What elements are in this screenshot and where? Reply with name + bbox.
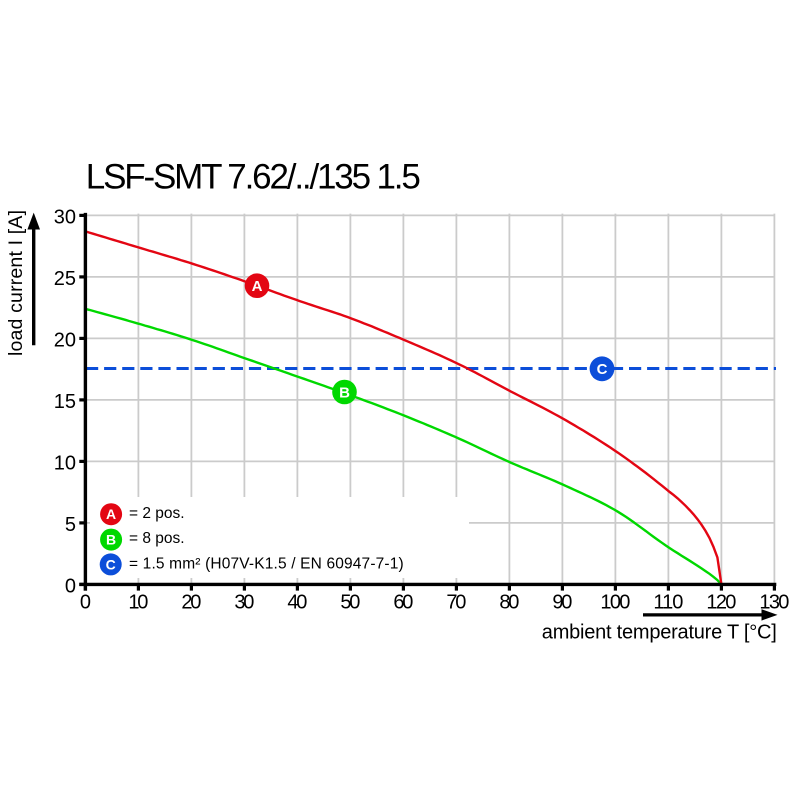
svg-text:5: 5 (65, 514, 76, 536)
svg-text:70: 70 (446, 592, 466, 614)
svg-text:A: A (106, 506, 116, 522)
svg-text:0: 0 (80, 592, 91, 614)
svg-text:LSF-SMT 7.62/../135 1.5: LSF-SMT 7.62/../135 1.5 (86, 157, 421, 196)
svg-text:90: 90 (552, 592, 572, 614)
svg-text:10: 10 (128, 592, 148, 614)
svg-text:50: 50 (340, 592, 360, 614)
svg-text:= 8 pos.: = 8 pos. (129, 530, 185, 547)
svg-text:B: B (339, 384, 350, 401)
svg-text:= 1.5 mm² (H07V-K1.5 / EN 6094: = 1.5 mm² (H07V-K1.5 / EN 60947-7-1) (129, 555, 404, 572)
svg-text:ambient temperature T [°C]: ambient temperature T [°C] (542, 622, 777, 644)
svg-text:C: C (106, 556, 116, 572)
svg-text:C: C (597, 361, 608, 378)
svg-text:120: 120 (706, 592, 736, 614)
svg-text:100: 100 (600, 592, 630, 614)
svg-text:110: 110 (653, 592, 683, 614)
svg-text:20: 20 (181, 592, 201, 614)
svg-text:10: 10 (54, 453, 76, 475)
svg-text:30: 30 (54, 207, 76, 229)
svg-text:25: 25 (54, 268, 76, 290)
svg-text:80: 80 (499, 592, 519, 614)
svg-text:30: 30 (234, 592, 254, 614)
svg-text:= 2 pos.: = 2 pos. (129, 505, 185, 522)
svg-text:B: B (106, 532, 116, 548)
svg-text:0: 0 (65, 576, 76, 598)
svg-text:20: 20 (54, 330, 76, 352)
svg-text:15: 15 (54, 391, 76, 413)
svg-text:130: 130 (759, 592, 789, 614)
svg-text:60: 60 (393, 592, 413, 614)
svg-text:load current I [A]: load current I [A] (5, 210, 27, 356)
svg-text:A: A (252, 278, 263, 295)
svg-text:40: 40 (287, 592, 307, 614)
